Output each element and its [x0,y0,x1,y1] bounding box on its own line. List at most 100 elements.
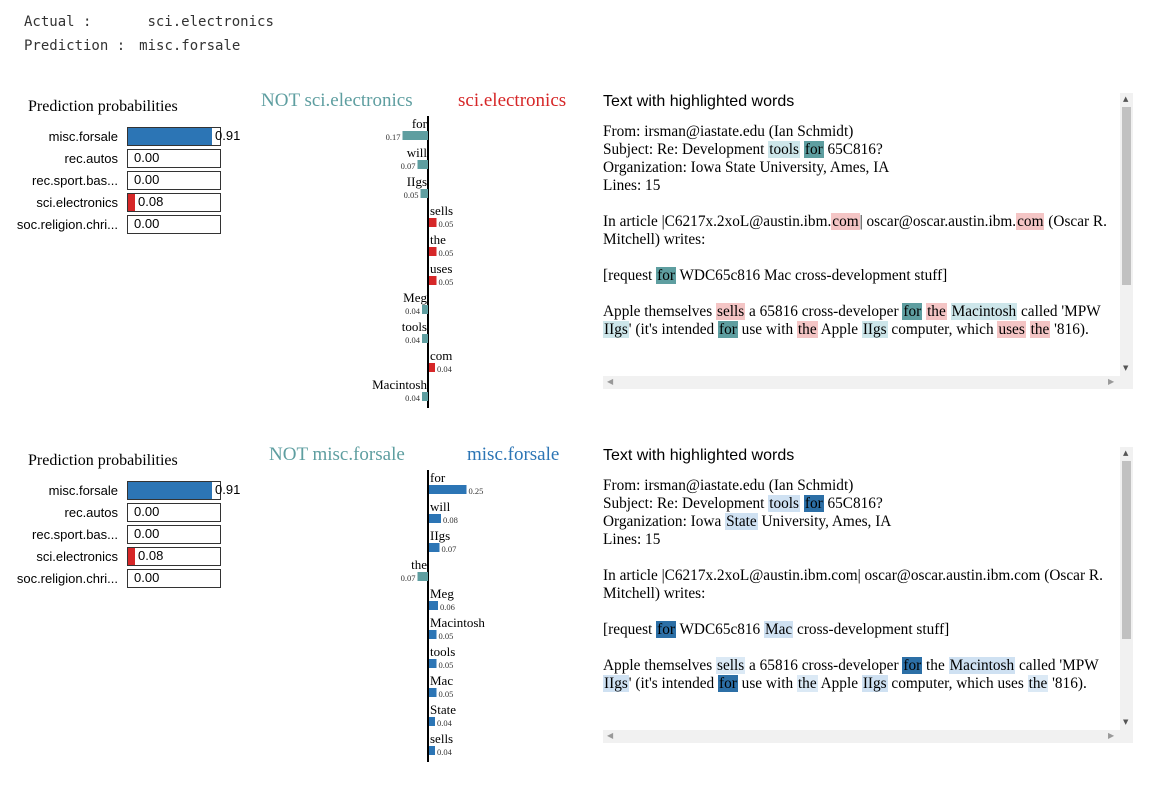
feature-weight-bar [429,630,437,639]
feature-weight-label: 0.04 [437,718,453,728]
scroll-down-icon[interactable]: ▼ [1123,364,1129,372]
explanation-panel-2: Prediction probabilities misc.forsale 0.9… [0,442,1162,797]
feature-word: com [430,348,452,363]
text-segment: a 65816 cross-developer [745,303,903,320]
probability-bar-track [127,525,221,544]
scroll-thumb[interactable] [1122,461,1131,639]
probability-label: sci.electronics [36,549,118,564]
text-segment: called 'MPW [1015,657,1099,674]
text-paragraph: [request for WDC65c816 Mac cross-develop… [603,267,1119,285]
probability-bar-track [127,127,221,146]
probability-value: 0.00 [134,216,160,231]
horizontal-scrollbar[interactable]: ◀ ▶ [603,376,1133,389]
highlighted-word: uses [997,321,1026,338]
feature-weight-bar [429,276,437,285]
text-highlight-box: Text with highlighted words From: irsman… [603,447,1133,747]
text-paragraph: From: irsman@iastate.edu (Ian Schmidt) Su… [603,477,1119,549]
text-segment: a 65816 cross-developer [745,657,903,674]
highlighted-word: the [1029,321,1051,338]
text-segment: Apple themselves [603,657,717,674]
feature-weight-bar [429,543,440,552]
feature-weight-bar [429,746,435,755]
scroll-thumb[interactable] [1122,107,1131,285]
text-paragraph: [request for WDC65c816 Mac cross-develop… [603,621,1119,639]
text-segment: WDC65c816 [675,621,765,638]
feature-weight-label: 0.07 [442,544,457,554]
text-segment: '816). [1048,675,1087,692]
probability-bar-track [127,171,221,190]
feature-word: Meg [430,586,454,601]
feature-weight-bar [429,659,437,668]
probability-bar-track [127,215,221,234]
text-segment: Organization: Iowa [603,513,726,530]
actual-label: Actual : [24,14,92,30]
highlighted-word: State [725,513,758,530]
feature-weights-chart: for0.25will0.08IIgs0.07the0.07Meg0.06Mac… [401,470,485,762]
feature-weight-label: 0.04 [437,747,453,757]
probability-value: 0.00 [134,150,160,165]
highlighted-word: IIgs [603,321,629,338]
feature-weight-bar [429,218,437,227]
highlighted-text: From: irsman@iastate.edu (Ian Schmidt) Su… [603,123,1119,373]
probability-bar-track [127,193,221,212]
text-segment: [request [603,621,657,638]
feature-weight-bar [417,572,428,581]
probability-value: 0.00 [134,526,160,541]
text-segment: Lines: 15 [603,531,661,548]
feature-weight-bar [429,485,467,494]
highlighted-word: for [718,321,738,338]
scroll-right-icon[interactable]: ▶ [1108,377,1115,386]
feature-word: for [412,116,428,131]
text-segment: Subject: Re: Development [603,495,769,512]
text-segment: called 'MPW [1017,303,1101,320]
vertical-scrollbar[interactable]: ▲ ▼ [1120,447,1133,730]
text-segment: In article |C6217x.2xoL@austin.ibm.com| … [603,567,1103,602]
probability-row: soc.religion.chri... 0.00 [0,214,260,236]
text-paragraph: In article |C6217x.2xoL@austin.ibm.com| … [603,213,1119,249]
scroll-down-icon[interactable]: ▼ [1123,718,1129,726]
text-segment: From: irsman@iastate.edu (Ian Schmidt) [603,123,854,140]
highlighted-word: the [1027,675,1049,692]
probability-row: sci.electronics 0.08 [0,546,260,568]
feature-weight-bar [429,717,435,726]
text-segment: 65C816? [823,141,883,158]
probability-value: 0.91 [215,482,241,497]
legend-not-class: NOT sci.electronics [261,90,413,111]
highlighted-text: From: irsman@iastate.edu (Ian Schmidt) Su… [603,477,1119,727]
text-segment: From: irsman@iastate.edu (Ian Schmidt) [603,477,854,494]
text-segment: cross-development stuff] [793,621,950,638]
text-segment: Subject: Re: Development [603,141,769,158]
feature-weight-label: 0.04 [405,393,421,403]
vertical-scrollbar[interactable]: ▲ ▼ [1120,93,1133,376]
scroll-up-icon[interactable]: ▲ [1123,95,1129,103]
probability-bar-track [127,569,221,588]
feature-weight-bar [429,363,435,372]
feature-weight-bar [420,189,428,198]
feature-weight-label: 0.07 [401,573,416,583]
probability-label: misc.forsale [48,129,118,144]
probability-bar-track [127,503,221,522]
text-segment: the [922,657,949,674]
probability-row: misc.forsale 0.91 [0,480,260,502]
horizontal-scrollbar[interactable]: ◀ ▶ [603,730,1133,743]
highlighted-word: sells [716,657,746,674]
feature-word: Mac [430,673,453,688]
text-segment: Apple themselves [603,303,717,320]
text-paragraph: From: irsman@iastate.edu (Ian Schmidt) Su… [603,123,1119,195]
probability-row: rec.autos 0.00 [0,148,260,170]
probabilities-title: Prediction probabilities [28,98,178,115]
text-segment: In article |C6217x.2xoL@austin.ibm. [603,213,832,230]
legend-not-class: NOT misc.forsale [269,444,405,465]
probability-row: rec.autos 0.00 [0,502,260,524]
probability-value: 0.08 [138,194,164,209]
text-segment: [request [603,267,657,284]
scroll-up-icon[interactable]: ▲ [1123,449,1129,457]
highlighted-word: the [796,675,818,692]
scroll-right-icon[interactable]: ▶ [1108,731,1115,740]
highlighted-word: IIgs [861,675,888,692]
feature-weight-label: 0.25 [469,486,484,496]
scroll-left-icon[interactable]: ◀ [607,377,614,386]
text-paragraph: Apple themselves sells a 65816 cross-dev… [603,303,1119,339]
feature-weight-label: 0.05 [439,219,454,229]
scroll-left-icon[interactable]: ◀ [607,731,614,740]
